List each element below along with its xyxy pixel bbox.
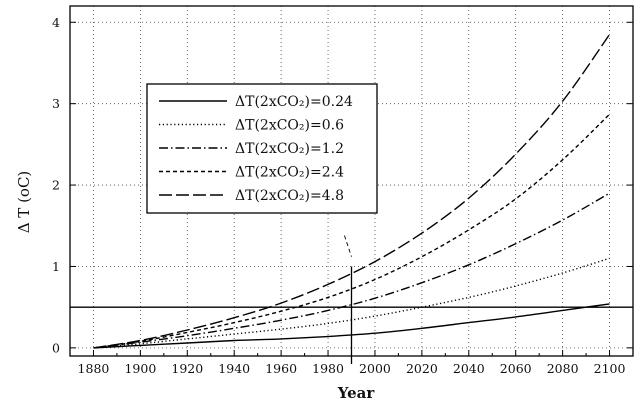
- legend: ΔT(2xCO₂)=0.24 ΔT(2xCO₂)=0.6 ΔT(2xCO₂)=1.2…: [146, 83, 378, 214]
- x-tick-label: 1900: [124, 361, 156, 376]
- legend-label-2: ΔT(2xCO₂)=0.6: [235, 118, 344, 134]
- y-axis-title: Δ T (oC): [15, 171, 33, 234]
- legend-label-5: ΔT(2xCO₂)=4.8: [235, 188, 344, 204]
- series-line-5: [93, 34, 611, 349]
- x-tick-label: 2000: [359, 361, 391, 376]
- series-line-2: [93, 257, 610, 349]
- y-tick-label: 2: [52, 178, 60, 193]
- x-axis-title: Year: [337, 384, 376, 402]
- legend-box: [146, 83, 378, 214]
- plot-area: 1880 1900 1920 1940 1960 1980 2000 2020 2040 2060…: [52, 5, 634, 376]
- x-tick-label: 2060: [500, 361, 532, 376]
- x-tick-label: 2040: [453, 361, 485, 376]
- x-tick-label: 1920: [171, 361, 203, 376]
- legend-label-3: ΔT(2xCO₂)=1.2: [235, 141, 344, 157]
- y-tick-label: 4: [52, 15, 60, 30]
- y-tick-label: 0: [52, 340, 60, 355]
- y-tick-label: 3: [52, 96, 60, 111]
- x-tick-label: 1980: [312, 361, 344, 376]
- y-tick-label: 1: [52, 259, 60, 274]
- x-tick-label: 2100: [594, 361, 626, 376]
- x-tick-label: 1960: [265, 361, 297, 376]
- legend-label-1: ΔT(2xCO₂)=0.24: [235, 94, 353, 110]
- reference-line-vertical: [344, 235, 352, 257]
- x-tick-label: 2020: [406, 361, 438, 376]
- x-tick-label: 1880: [78, 361, 110, 376]
- series-line-4: [93, 113, 610, 349]
- legend-label-4: ΔT(2xCO₂)=2.4: [235, 165, 344, 181]
- x-tick-label: 1940: [218, 361, 250, 376]
- series-line-1: [93, 303, 610, 349]
- x-tick-label: 2080: [547, 361, 579, 376]
- series-line-3: [93, 192, 610, 349]
